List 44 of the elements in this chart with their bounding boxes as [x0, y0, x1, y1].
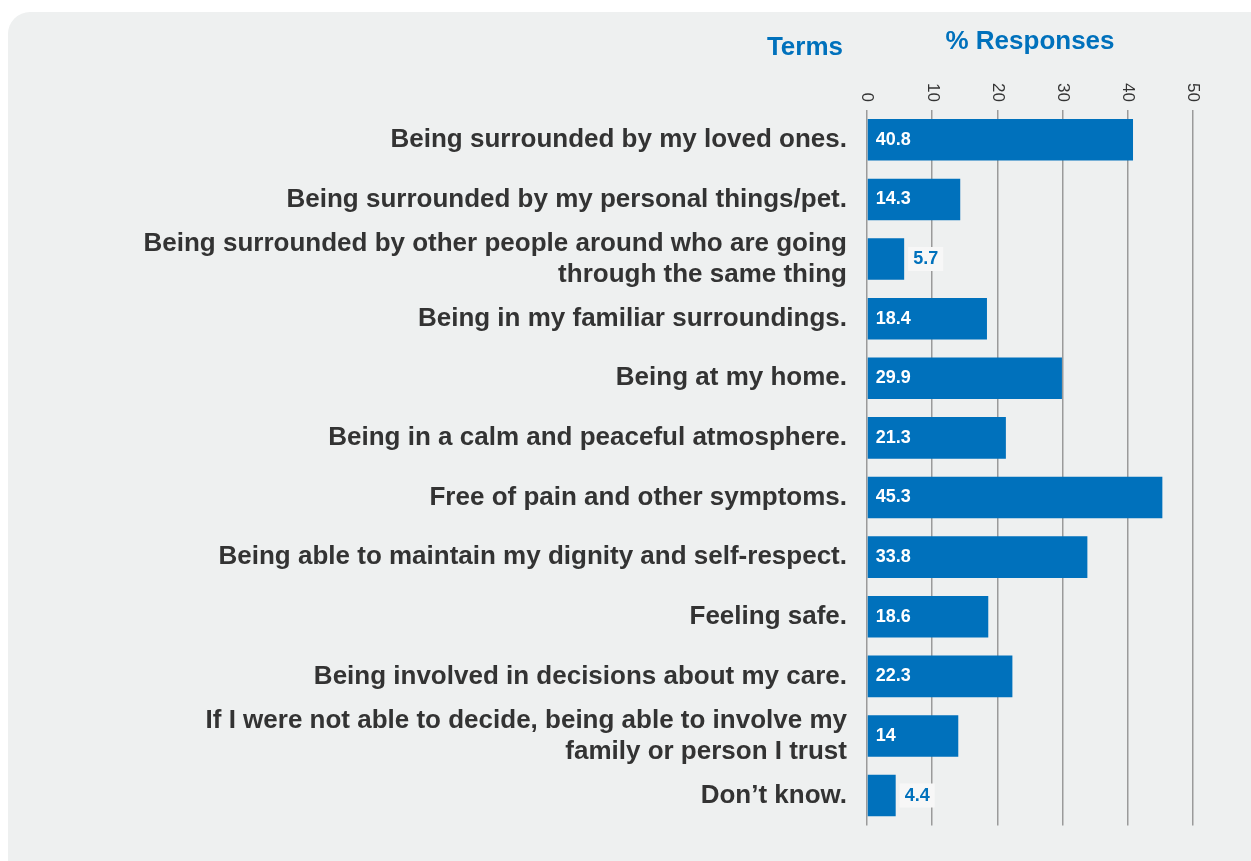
y-tick-label: Don’t know.	[700, 778, 847, 809]
bar	[867, 476, 1163, 519]
x-tick-label: 10	[923, 83, 943, 102]
data-label: 18.4	[875, 307, 911, 328]
data-label: 5.7	[913, 248, 939, 269]
data-label: 14	[875, 724, 896, 745]
y-tick-label: Being surrounded by other people around who are going through the same thing	[143, 226, 847, 288]
bar	[867, 655, 1013, 698]
data-label: 4.4	[904, 784, 930, 805]
y-axis-title: Terms	[766, 31, 843, 62]
y-tick-label: Feeling safe.	[689, 599, 847, 630]
bar	[867, 774, 896, 817]
bar	[867, 357, 1062, 400]
y-tick-label: Being involved in decisions about my care.	[313, 659, 847, 690]
y-tick-label: Being surrounded by my loved ones.	[390, 122, 847, 153]
data-label: 18.6	[875, 605, 911, 626]
bar	[867, 297, 987, 340]
data-label: 14.3	[875, 188, 911, 209]
bar	[867, 417, 1006, 459]
data-label: 40.8	[875, 128, 911, 149]
y-tick-label: Being in my familiar surroundings.	[417, 301, 847, 332]
y-tick-label: Being able to maintain my dignity and self-respect.	[218, 540, 847, 571]
y-tick-label: Being at my home.	[615, 361, 847, 392]
x-tick-label: 20	[988, 83, 1008, 102]
bar	[867, 715, 959, 757]
x-axis-title: % Responses	[945, 24, 1115, 55]
bar	[867, 238, 905, 280]
x-tick-label: 30	[1053, 83, 1073, 102]
bar	[867, 178, 961, 221]
y-tick-label: Being surrounded by my personal things/pet.	[286, 182, 847, 213]
data-label: 29.9	[875, 367, 911, 388]
y-tick-label: Free of pain and other symptoms.	[429, 480, 847, 511]
bar	[867, 119, 1134, 161]
data-label: 45.3	[875, 486, 911, 507]
data-label: 21.3	[875, 426, 911, 447]
x-tick-label: 50	[1184, 83, 1204, 102]
bar	[867, 595, 989, 638]
y-tick-label: If I were not able to decide, being able to involve my family or person I trust	[205, 703, 848, 765]
x-tick-label: 0	[858, 92, 878, 102]
data-label: 22.3	[875, 665, 911, 686]
data-label: 33.8	[875, 546, 911, 567]
y-tick-label: Being in a calm and peaceful atmosphere.	[328, 421, 847, 452]
x-tick-label: 40	[1119, 83, 1139, 102]
bar	[867, 536, 1088, 578]
